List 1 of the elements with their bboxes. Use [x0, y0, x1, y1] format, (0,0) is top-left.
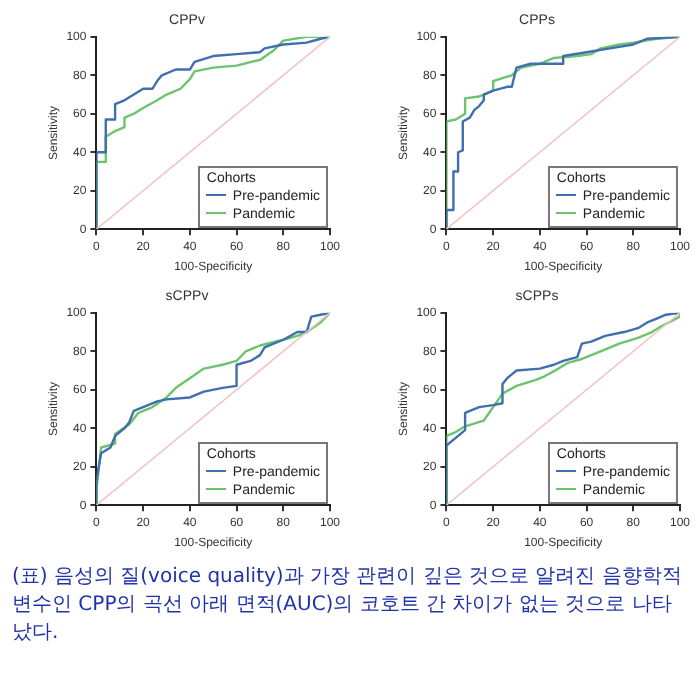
text: (표) 음성의 질(voice quality)과 가장 관련이 깊은 것으로 알려진 음향학적 변수인 CPP의 곡선 아래 면적(AUC)의 코호트 간 차이가 없는 것으로 나타났다.: [12, 564, 684, 648]
